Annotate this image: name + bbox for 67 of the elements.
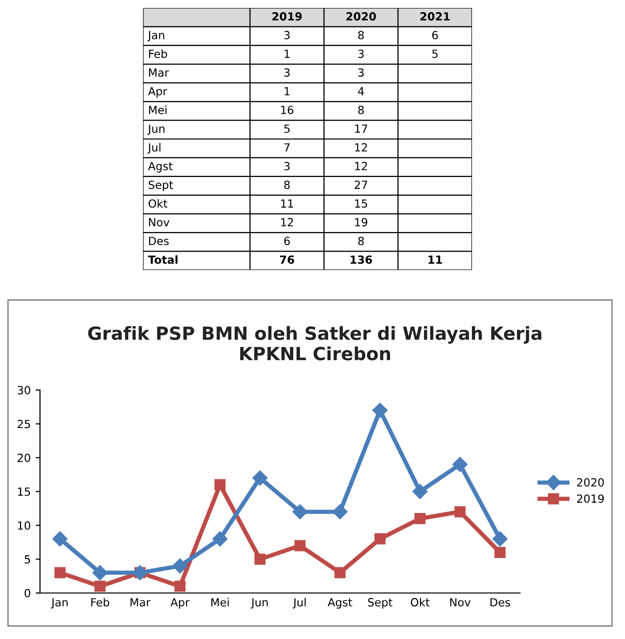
x-tick-label: Agst <box>328 598 352 609</box>
x-tick-label: Des <box>490 598 510 606</box>
y-tick-label: 20 <box>18 454 30 462</box>
category-label: Nov <box>149 218 170 226</box>
category-label: Sept <box>148 180 174 192</box>
data-label: 136 <box>350 255 372 264</box>
data-label: 12 <box>281 218 293 226</box>
data-label: 4 <box>358 87 364 96</box>
data-label: 11 <box>428 256 442 264</box>
x-tick-label: Feb <box>91 598 110 606</box>
x-tick-label: Okt <box>410 598 430 606</box>
data-label: 11 <box>281 199 294 208</box>
x-tick-label: Jan <box>50 598 68 609</box>
data-label: 8 <box>358 106 364 114</box>
y-tick-label: 25 <box>18 420 30 428</box>
legend-label: 2019 <box>577 494 604 503</box>
x-tick-label: Mei <box>211 598 229 606</box>
data-label: 3 <box>284 30 290 40</box>
x-tick-label: Jun <box>250 598 268 609</box>
data-label: 12 <box>355 162 367 170</box>
chart-title: Grafik PSP BMN oleh Satker di Wilayah Kerja KPKNL Cirebon <box>88 326 542 360</box>
y-tick-label: 0 <box>24 588 30 598</box>
data-label: 6 <box>284 236 290 246</box>
data-label: 8 <box>358 236 364 246</box>
data-label: 8 <box>358 30 364 40</box>
data-label: 27 <box>354 180 368 189</box>
y-tick-label: 30 <box>18 386 30 394</box>
data-label: 7 <box>284 143 290 152</box>
y-tick-label: 5 <box>24 555 30 564</box>
data-label: 15 <box>355 199 368 208</box>
data-label: 5 <box>284 124 290 133</box>
category-label: Jan <box>147 31 164 42</box>
data-label: 12 <box>355 143 367 152</box>
text: 2019 <box>272 12 302 21</box>
category-label: Mei <box>149 106 166 114</box>
x-tick-label: Nov <box>450 598 471 606</box>
x-tick-label: Jul <box>292 598 306 609</box>
data-label: 3 <box>284 162 290 170</box>
category-label: Des <box>149 236 169 246</box>
category-label: Apr <box>148 87 168 98</box>
data-label: 3 <box>284 68 290 77</box>
category-label: Mar <box>149 68 169 77</box>
data-label: 6 <box>432 30 438 40</box>
data-label: 1 <box>284 87 290 96</box>
text: 2021 <box>420 12 450 21</box>
text: 2020 <box>346 12 376 21</box>
category-label: Agst <box>148 162 173 172</box>
data-label: 17 <box>355 124 368 133</box>
data-label: 1 <box>284 50 290 58</box>
category-label: Total <box>148 255 178 264</box>
x-tick-label: Sept <box>368 598 392 609</box>
category-label: Jun <box>147 124 164 135</box>
y-tick-label: 10 <box>18 521 30 530</box>
category-label: Jul <box>147 142 160 154</box>
legend-label: 2020 <box>577 478 604 487</box>
data-label: 76 <box>280 255 294 264</box>
data-label: 5 <box>432 50 438 58</box>
data-label: 3 <box>358 68 364 77</box>
y-tick-label: 15 <box>18 488 30 496</box>
category-label: Feb <box>149 49 168 58</box>
x-tick-label: Apr <box>170 598 190 609</box>
data-label: 19 <box>355 218 368 226</box>
data-label: 3 <box>358 50 364 58</box>
data-label: 8 <box>284 180 290 190</box>
data-label: 16 <box>281 106 294 114</box>
category-label: Okt <box>148 199 168 208</box>
x-tick-label: Mar <box>130 598 150 606</box>
